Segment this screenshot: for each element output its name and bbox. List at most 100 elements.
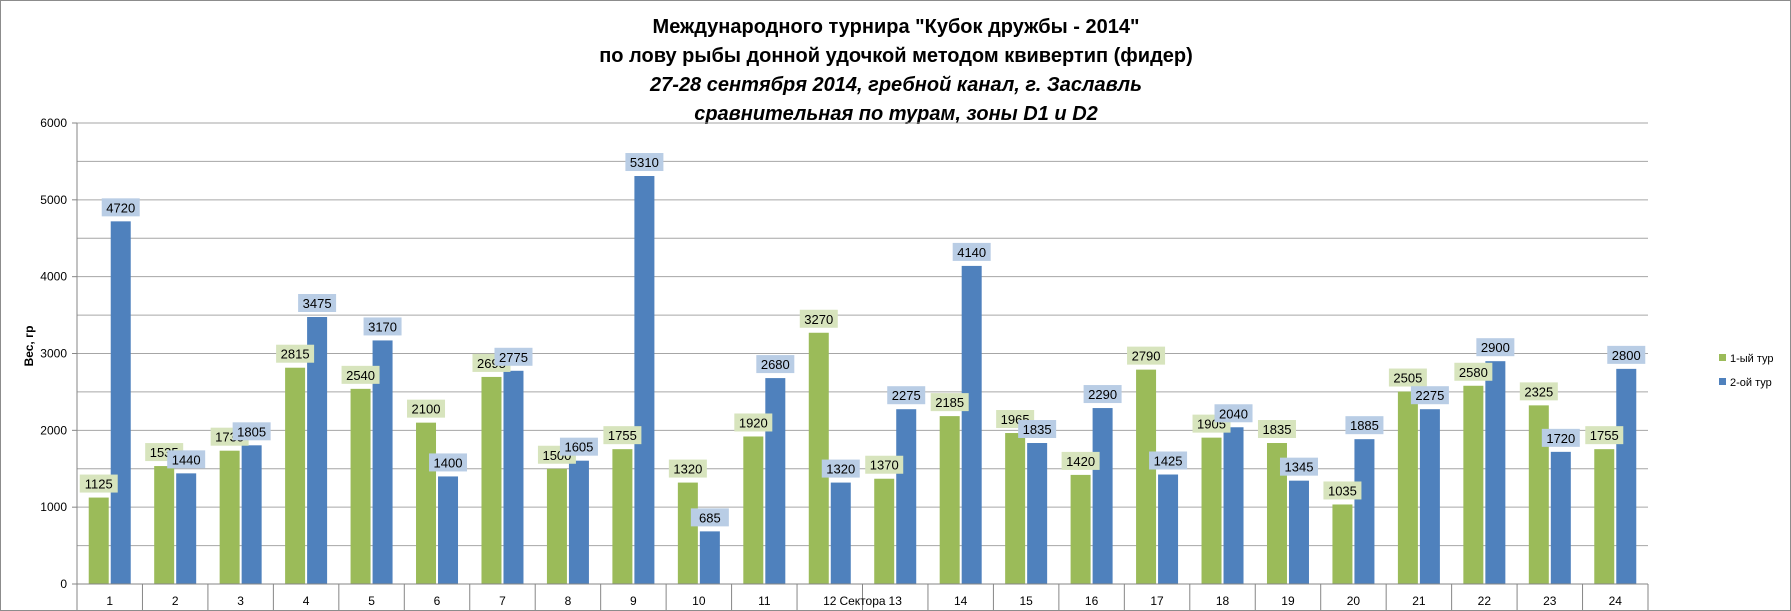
x-tick-label: 3 [237, 594, 244, 608]
data-label: 1835 [1023, 422, 1052, 437]
y-tick-label: 3000 [40, 347, 67, 361]
x-tick-label: 9 [630, 594, 637, 608]
data-label-background [1127, 346, 1166, 365]
data-label: 1345 [1285, 460, 1314, 475]
bar [1266, 443, 1287, 584]
data-label: 2185 [935, 395, 964, 410]
bar [438, 476, 459, 584]
x-tick-label: 22 [1478, 594, 1492, 608]
bar [546, 468, 567, 584]
x-axis-title: Сектора [839, 594, 885, 608]
legend-label: 1-ый тур [1730, 353, 1774, 365]
data-label-background [1388, 368, 1427, 387]
chart-title-line-1: Международного турнира "Кубок дружбы - 2… [653, 16, 1140, 38]
data-label-background [1519, 382, 1558, 401]
bar [1463, 385, 1484, 584]
data-label-background [1149, 451, 1188, 470]
data-label-background [1585, 426, 1624, 445]
x-tick-label: 4 [303, 594, 310, 608]
legend: 1-ый тур 2-ой тур [1719, 353, 1774, 389]
data-label: 2680 [761, 357, 790, 372]
data-label-background [494, 347, 533, 366]
data-label: 4140 [957, 245, 986, 260]
bar [1528, 405, 1549, 584]
data-label-background [1541, 428, 1580, 447]
data-label-background [603, 426, 642, 445]
data-label-background [734, 413, 773, 432]
data-label: 2275 [1415, 388, 1444, 403]
x-tick-label: 16 [1085, 594, 1099, 608]
bar [874, 478, 895, 584]
bar [154, 466, 175, 584]
data-label: 1320 [826, 462, 855, 477]
bar [481, 376, 502, 584]
data-label-background [1214, 404, 1253, 423]
data-label: 1370 [870, 458, 899, 473]
bar [176, 473, 197, 584]
data-label: 2540 [346, 368, 375, 383]
data-label: 4720 [106, 200, 135, 215]
data-label: 2100 [412, 402, 441, 417]
bar [1005, 433, 1026, 584]
bar [350, 388, 371, 584]
x-tick-label: 15 [1019, 594, 1033, 608]
bar [1070, 474, 1091, 584]
x-tick-label: 14 [954, 594, 968, 608]
bar [896, 409, 917, 584]
data-label-background [232, 422, 271, 441]
bar [1397, 391, 1418, 584]
data-label-background [341, 365, 380, 384]
chart-title-line-4: сравнительная по турам, зоны D1 и D2 [694, 103, 1098, 125]
data-label-background [1018, 420, 1057, 439]
x-tick-label: 20 [1347, 594, 1361, 608]
data-label: 1400 [434, 455, 463, 470]
data-label-background [1607, 345, 1646, 364]
data-label-background [625, 153, 664, 172]
bar [808, 332, 829, 584]
data-label-background [276, 344, 315, 363]
data-label: 2275 [892, 388, 921, 403]
x-tick-label: 21 [1412, 594, 1426, 608]
data-label-background [1279, 457, 1318, 476]
y-tick-label: 4000 [40, 270, 67, 284]
data-label-background [1410, 386, 1449, 405]
data-label: 3270 [804, 312, 833, 327]
data-label-background [407, 399, 446, 418]
data-label: 1755 [608, 428, 637, 443]
legend-label: 2-ой тур [1730, 377, 1772, 389]
data-label: 2290 [1088, 387, 1117, 402]
y-axis-title: Вес, гр [22, 326, 36, 367]
x-tick-label: 17 [1150, 594, 1164, 608]
bar [1616, 368, 1637, 584]
y-tick-label: 2000 [40, 423, 67, 437]
bar [634, 176, 655, 584]
data-label-background [167, 450, 206, 469]
data-label: 1425 [1154, 454, 1183, 469]
x-axis: 1 2 3 4 5 6 7 8 9 10 11 12 13 14 15 16 17 18 19 20 21 22 23 24С… [76, 583, 1649, 610]
data-label-background [799, 309, 838, 328]
data-label-background [429, 453, 468, 472]
x-tick-label: 13 [889, 594, 903, 608]
chart-title-group: Международного турнира "Кубок дружбы - 2… [599, 16, 1193, 125]
data-label: 1320 [673, 462, 702, 477]
y-tick-label: 6000 [40, 116, 67, 130]
legend-swatch [1719, 354, 1726, 361]
bar [241, 445, 262, 584]
bar [1201, 437, 1222, 584]
bar [88, 497, 109, 584]
data-label-background [887, 386, 926, 405]
y-tick-label: 0 [60, 577, 67, 591]
data-label: 2800 [1612, 348, 1641, 363]
data-label: 1920 [739, 415, 768, 430]
data-label-background [690, 508, 729, 527]
bar [1136, 369, 1157, 584]
bar [219, 450, 240, 584]
data-label-background [1476, 338, 1515, 357]
data-label-background [1323, 481, 1362, 500]
data-label: 1125 [85, 477, 113, 492]
data-label: 1420 [1066, 454, 1095, 469]
data-label-background [1257, 420, 1296, 439]
data-label-background [1061, 451, 1100, 470]
x-tick-label: 18 [1216, 594, 1230, 608]
data-label: 2900 [1481, 340, 1510, 355]
